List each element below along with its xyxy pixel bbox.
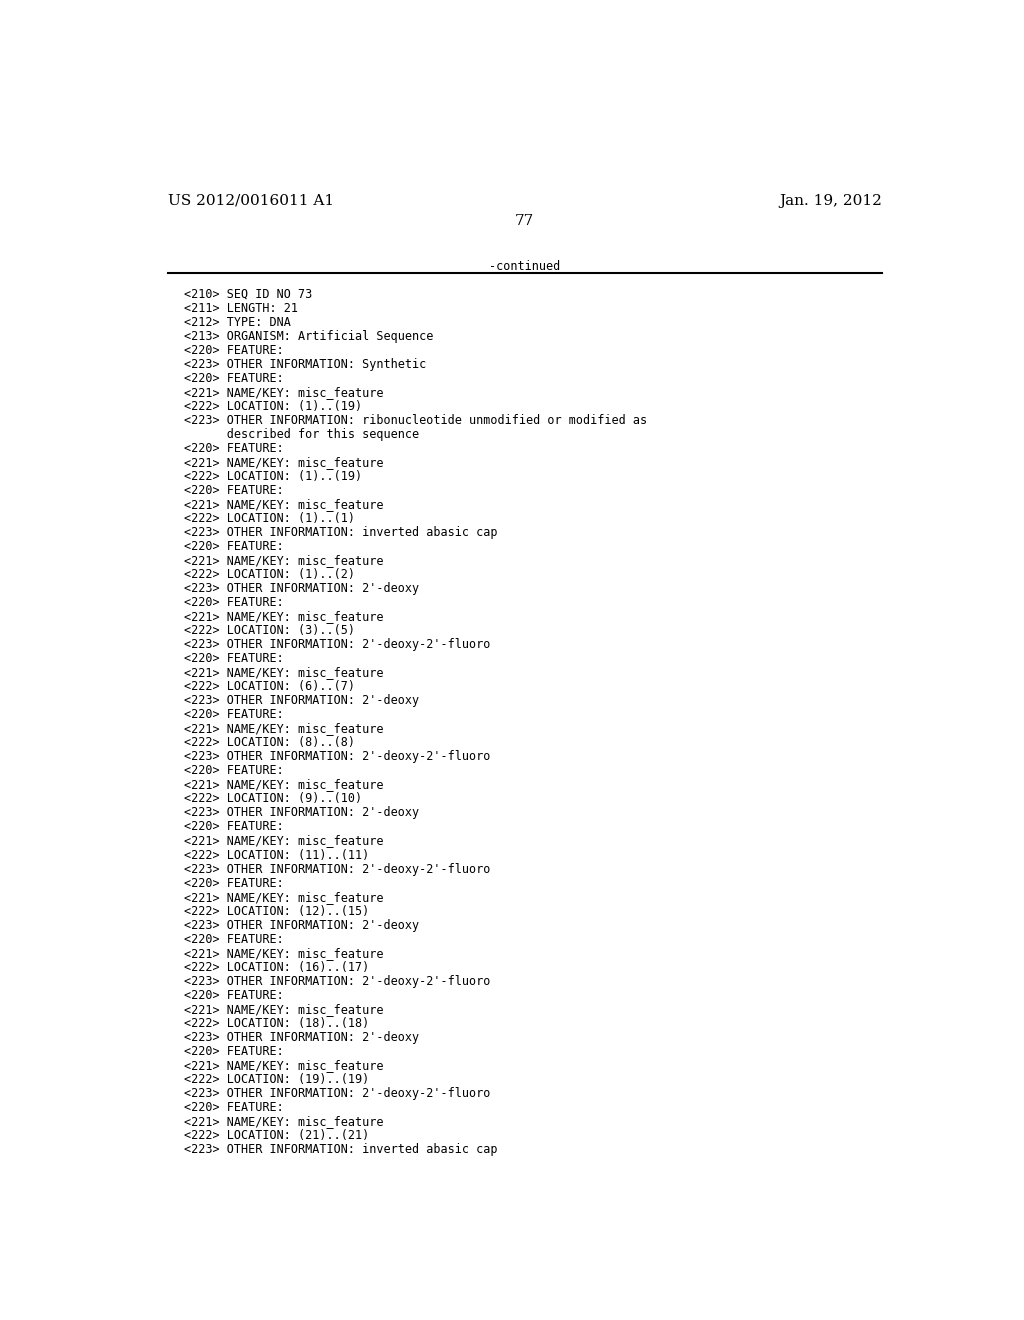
- Text: <222> LOCATION: (16)..(17): <222> LOCATION: (16)..(17): [183, 961, 369, 974]
- Text: <221> NAME/KEY: misc_feature: <221> NAME/KEY: misc_feature: [183, 946, 383, 960]
- Text: <220> FEATURE:: <220> FEATURE:: [183, 343, 284, 356]
- Text: <221> NAME/KEY: misc_feature: <221> NAME/KEY: misc_feature: [183, 779, 383, 792]
- Text: 77: 77: [515, 214, 535, 228]
- Text: <223> OTHER INFORMATION: ribonucleotide unmodified or modified as: <223> OTHER INFORMATION: ribonucleotide …: [183, 413, 647, 426]
- Text: <220> FEATURE:: <220> FEATURE:: [183, 442, 284, 455]
- Text: <222> LOCATION: (21)..(21): <222> LOCATION: (21)..(21): [183, 1129, 369, 1142]
- Text: <222> LOCATION: (6)..(7): <222> LOCATION: (6)..(7): [183, 680, 354, 693]
- Text: <221> NAME/KEY: misc_feature: <221> NAME/KEY: misc_feature: [183, 385, 383, 399]
- Text: <221> NAME/KEY: misc_feature: <221> NAME/KEY: misc_feature: [183, 834, 383, 847]
- Text: <220> FEATURE:: <220> FEATURE:: [183, 821, 284, 833]
- Text: <221> NAME/KEY: misc_feature: <221> NAME/KEY: misc_feature: [183, 667, 383, 680]
- Text: <221> NAME/KEY: misc_feature: <221> NAME/KEY: misc_feature: [183, 498, 383, 511]
- Text: <220> FEATURE:: <220> FEATURE:: [183, 709, 284, 721]
- Text: <223> OTHER INFORMATION: inverted abasic cap: <223> OTHER INFORMATION: inverted abasic…: [183, 525, 497, 539]
- Text: <212> TYPE: DNA: <212> TYPE: DNA: [183, 315, 291, 329]
- Text: <220> FEATURE:: <220> FEATURE:: [183, 540, 284, 553]
- Text: <222> LOCATION: (1)..(1): <222> LOCATION: (1)..(1): [183, 512, 354, 525]
- Text: <222> LOCATION: (12)..(15): <222> LOCATION: (12)..(15): [183, 904, 369, 917]
- Text: <221> NAME/KEY: misc_feature: <221> NAME/KEY: misc_feature: [183, 891, 383, 904]
- Text: <220> FEATURE:: <220> FEATURE:: [183, 989, 284, 1002]
- Text: <221> NAME/KEY: misc_feature: <221> NAME/KEY: misc_feature: [183, 722, 383, 735]
- Text: <222> LOCATION: (11)..(11): <222> LOCATION: (11)..(11): [183, 849, 369, 862]
- Text: <223> OTHER INFORMATION: 2'-deoxy: <223> OTHER INFORMATION: 2'-deoxy: [183, 919, 419, 932]
- Text: <223> OTHER INFORMATION: inverted abasic cap: <223> OTHER INFORMATION: inverted abasic…: [183, 1143, 497, 1156]
- Text: US 2012/0016011 A1: US 2012/0016011 A1: [168, 194, 334, 209]
- Text: <211> LENGTH: 21: <211> LENGTH: 21: [183, 301, 298, 314]
- Text: <221> NAME/KEY: misc_feature: <221> NAME/KEY: misc_feature: [183, 554, 383, 568]
- Text: <210> SEQ ID NO 73: <210> SEQ ID NO 73: [183, 288, 311, 301]
- Text: <220> FEATURE:: <220> FEATURE:: [183, 484, 284, 496]
- Text: <221> NAME/KEY: misc_feature: <221> NAME/KEY: misc_feature: [183, 610, 383, 623]
- Text: <221> NAME/KEY: misc_feature: <221> NAME/KEY: misc_feature: [183, 1059, 383, 1072]
- Text: <223> OTHER INFORMATION: 2'-deoxy: <223> OTHER INFORMATION: 2'-deoxy: [183, 582, 419, 595]
- Text: <223> OTHER INFORMATION: 2'-deoxy: <223> OTHER INFORMATION: 2'-deoxy: [183, 694, 419, 708]
- Text: <213> ORGANISM: Artificial Sequence: <213> ORGANISM: Artificial Sequence: [183, 330, 433, 343]
- Text: <222> LOCATION: (8)..(8): <222> LOCATION: (8)..(8): [183, 737, 354, 750]
- Text: -continued: -continued: [489, 260, 560, 273]
- Text: <220> FEATURE:: <220> FEATURE:: [183, 876, 284, 890]
- Text: <221> NAME/KEY: misc_feature: <221> NAME/KEY: misc_feature: [183, 455, 383, 469]
- Text: <222> LOCATION: (1)..(19): <222> LOCATION: (1)..(19): [183, 400, 361, 413]
- Text: <222> LOCATION: (19)..(19): <222> LOCATION: (19)..(19): [183, 1073, 369, 1086]
- Text: <220> FEATURE:: <220> FEATURE:: [183, 1045, 284, 1057]
- Text: <221> NAME/KEY: misc_feature: <221> NAME/KEY: misc_feature: [183, 1115, 383, 1129]
- Text: <223> OTHER INFORMATION: 2'-deoxy-2'-fluoro: <223> OTHER INFORMATION: 2'-deoxy-2'-flu…: [183, 638, 489, 651]
- Text: <222> LOCATION: (18)..(18): <222> LOCATION: (18)..(18): [183, 1016, 369, 1030]
- Text: <223> OTHER INFORMATION: Synthetic: <223> OTHER INFORMATION: Synthetic: [183, 358, 426, 371]
- Text: <222> LOCATION: (9)..(10): <222> LOCATION: (9)..(10): [183, 792, 361, 805]
- Text: <220> FEATURE:: <220> FEATURE:: [183, 372, 284, 384]
- Text: <220> FEATURE:: <220> FEATURE:: [183, 933, 284, 945]
- Text: <222> LOCATION: (3)..(5): <222> LOCATION: (3)..(5): [183, 624, 354, 638]
- Text: <223> OTHER INFORMATION: 2'-deoxy-2'-fluoro: <223> OTHER INFORMATION: 2'-deoxy-2'-flu…: [183, 1086, 489, 1100]
- Text: <223> OTHER INFORMATION: 2'-deoxy: <223> OTHER INFORMATION: 2'-deoxy: [183, 1031, 419, 1044]
- Text: <223> OTHER INFORMATION: 2'-deoxy: <223> OTHER INFORMATION: 2'-deoxy: [183, 807, 419, 820]
- Text: <222> LOCATION: (1)..(2): <222> LOCATION: (1)..(2): [183, 568, 354, 581]
- Text: described for this sequence: described for this sequence: [183, 428, 419, 441]
- Text: <220> FEATURE:: <220> FEATURE:: [183, 1101, 284, 1114]
- Text: <220> FEATURE:: <220> FEATURE:: [183, 764, 284, 777]
- Text: <220> FEATURE:: <220> FEATURE:: [183, 652, 284, 665]
- Text: Jan. 19, 2012: Jan. 19, 2012: [779, 194, 882, 209]
- Text: <223> OTHER INFORMATION: 2'-deoxy-2'-fluoro: <223> OTHER INFORMATION: 2'-deoxy-2'-flu…: [183, 862, 489, 875]
- Text: <223> OTHER INFORMATION: 2'-deoxy-2'-fluoro: <223> OTHER INFORMATION: 2'-deoxy-2'-flu…: [183, 750, 489, 763]
- Text: <221> NAME/KEY: misc_feature: <221> NAME/KEY: misc_feature: [183, 1003, 383, 1016]
- Text: <222> LOCATION: (1)..(19): <222> LOCATION: (1)..(19): [183, 470, 361, 483]
- Text: <223> OTHER INFORMATION: 2'-deoxy-2'-fluoro: <223> OTHER INFORMATION: 2'-deoxy-2'-flu…: [183, 974, 489, 987]
- Text: <220> FEATURE:: <220> FEATURE:: [183, 597, 284, 609]
